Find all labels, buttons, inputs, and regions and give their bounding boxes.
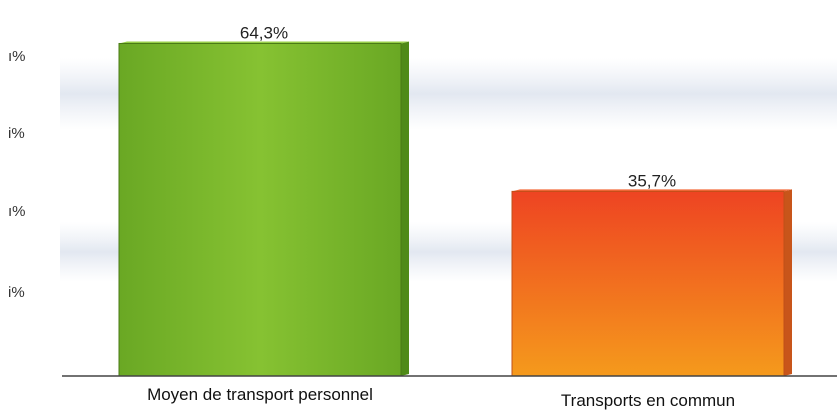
bar-side <box>784 189 792 376</box>
data-label: 64,3% <box>240 23 288 42</box>
y-tick-label: і% <box>8 125 25 142</box>
bar <box>118 42 402 377</box>
y-tick-label: ı% <box>8 48 26 65</box>
y-tick-label: ı% <box>8 203 26 220</box>
bar <box>511 190 785 377</box>
category-label: Transports en commun <box>561 391 735 410</box>
y-tick-label: і% <box>8 284 25 301</box>
category-label: Moyen de transport personnel <box>147 385 373 404</box>
bar-side <box>401 41 409 376</box>
data-label: 35,7% <box>628 171 676 190</box>
